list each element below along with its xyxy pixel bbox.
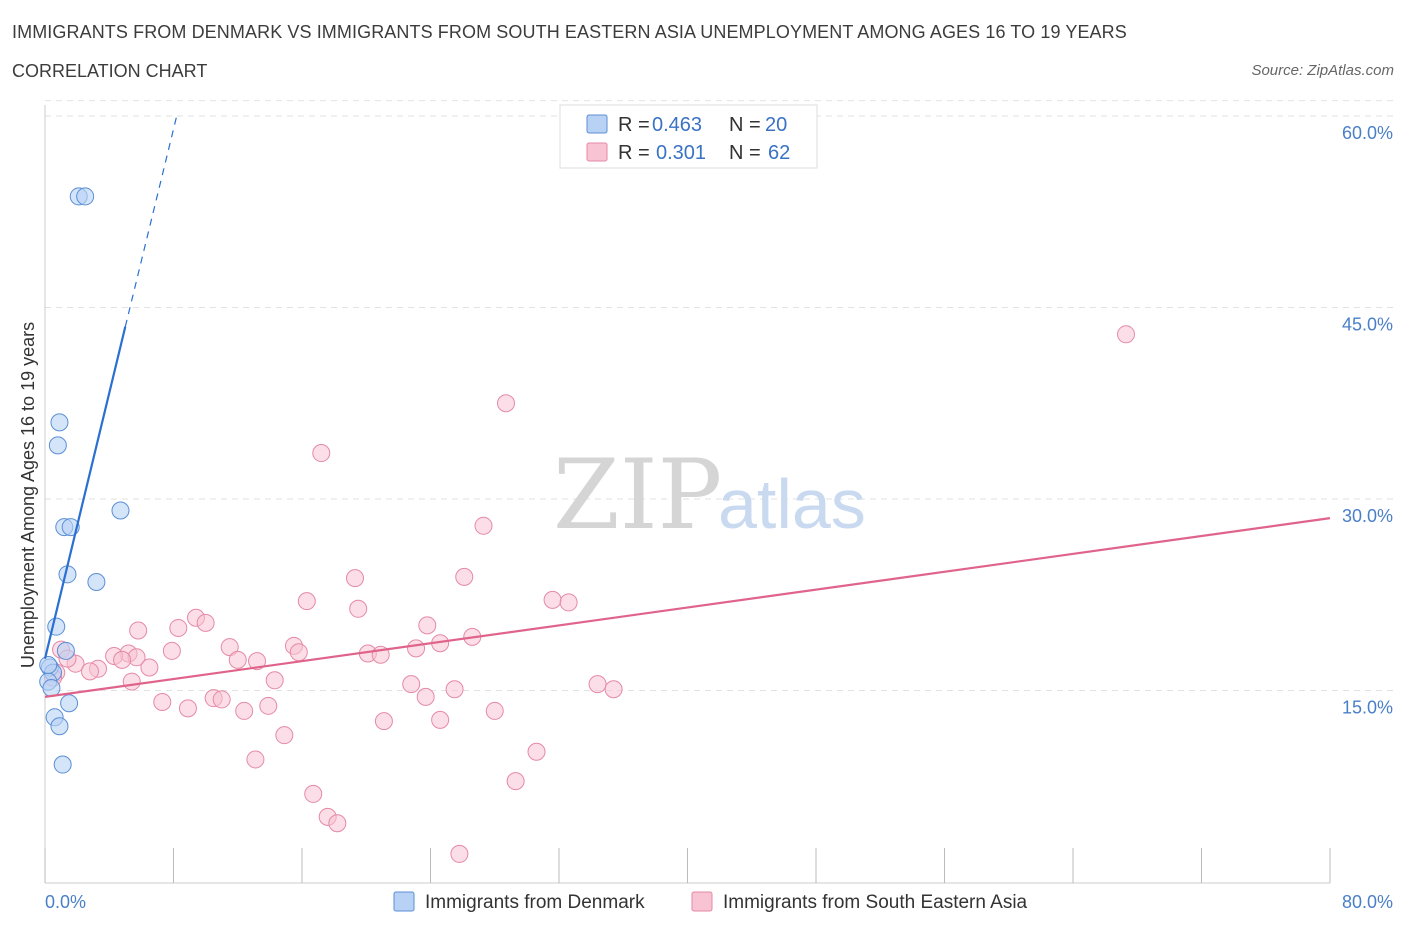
point-denmark-15: [60, 694, 79, 713]
series-denmark-points: [39, 187, 130, 774]
point-sea-56: [304, 784, 323, 803]
legend-item-denmark-label: Immigrants from Denmark: [425, 892, 645, 913]
point-sea-8: [297, 592, 316, 611]
y-tick-labels: 15.0% 30.0% 45.0% 60.0%: [1342, 123, 1393, 718]
point-sea-20: [289, 643, 308, 662]
legend-item-sea-swatch: [691, 891, 713, 912]
trend-lines: [43, 115, 1331, 698]
point-sea-58: [328, 814, 347, 833]
point-sea-46: [178, 699, 197, 718]
point-sea-40: [402, 675, 421, 694]
point-denmark-2: [50, 413, 69, 432]
point-sea-1: [496, 394, 515, 413]
point-sea-59: [450, 844, 469, 863]
legend-n-value-sea: 62: [768, 142, 790, 164]
point-sea-45: [153, 692, 172, 711]
point-denmark-1: [76, 187, 95, 206]
legend-n-label-denmark: N =: [729, 114, 761, 136]
point-sea-28: [113, 650, 132, 669]
point-sea-14: [129, 621, 148, 640]
series-legend: Immigrants from Denmark Immigrants from …: [393, 891, 1028, 913]
point-sea-38: [588, 675, 607, 694]
point-sea-29: [228, 650, 247, 669]
point-sea-4: [346, 569, 365, 588]
point-sea-42: [416, 687, 435, 706]
point-denmark-3: [48, 436, 67, 455]
x-tick-label-max: 80.0%: [1342, 892, 1393, 912]
point-sea-3: [474, 516, 493, 535]
point-denmark-19: [39, 655, 58, 674]
point-sea-37: [122, 672, 141, 691]
point-sea-30: [248, 652, 267, 671]
legend-n-label-sea: N =: [729, 142, 761, 164]
point-sea-53: [527, 742, 546, 761]
watermark: ZIP atlas: [553, 439, 866, 551]
y-tick-label-15: 15.0%: [1342, 698, 1393, 718]
watermark-zip: ZIP: [553, 439, 722, 551]
point-sea-9: [349, 599, 368, 618]
point-denmark-8: [87, 572, 106, 591]
legend-swatch-denmark: [586, 114, 608, 134]
point-sea-49: [485, 701, 504, 720]
point-sea-55: [506, 772, 525, 791]
series-south-eastern-asia-points: [44, 325, 1136, 863]
point-sea-33: [80, 662, 99, 681]
point-sea-51: [431, 710, 450, 729]
point-sea-47: [235, 701, 254, 720]
axes: [44, 105, 1331, 884]
point-sea-54: [246, 750, 265, 769]
y-tick-label-60: 60.0%: [1342, 123, 1393, 143]
trend-line-denmark: [43, 326, 127, 659]
watermark-atlas: atlas: [718, 465, 866, 543]
point-sea-6: [543, 590, 562, 609]
correlation-legend: R = 0.463 N = 20 R = 0.301 N = 62: [559, 104, 818, 169]
point-denmark-17: [50, 717, 69, 736]
point-sea-11: [196, 613, 215, 632]
legend-r-label-denmark: R =: [618, 114, 650, 136]
trend-line-denmark-extension: [124, 115, 178, 327]
legend-swatch-sea: [586, 142, 608, 162]
chart-title: IMMIGRANTS FROM DENMARK VS IMMIGRANTS FR…: [12, 22, 1127, 42]
point-sea-39: [604, 680, 623, 699]
y-axis-title: Unemployment Among Ages 16 to 19 years: [18, 322, 38, 668]
point-sea-0: [1117, 325, 1136, 344]
trend-line-sea: [44, 517, 1331, 698]
chart-subtitle: CORRELATION CHART: [12, 61, 208, 81]
point-sea-48: [259, 696, 278, 715]
point-sea-19: [162, 641, 181, 660]
point-denmark-10: [56, 641, 75, 660]
legend-r-value-sea: 0.301: [656, 142, 706, 164]
point-sea-23: [407, 639, 426, 658]
point-sea-52: [275, 726, 294, 745]
legend-r-value-denmark: 0.463: [652, 114, 702, 136]
point-sea-36: [265, 671, 284, 690]
point-sea-7: [559, 593, 578, 612]
point-sea-44: [212, 690, 231, 709]
legend-item-denmark-swatch: [393, 891, 415, 912]
y-tick-label-45: 45.0%: [1342, 315, 1393, 335]
legend-n-value-denmark: 20: [765, 114, 787, 136]
point-sea-41: [445, 680, 464, 699]
point-denmark-14: [42, 678, 61, 697]
point-denmark-4: [111, 501, 130, 520]
point-sea-12: [418, 616, 437, 635]
x-tick-labels: 0.0% 80.0%: [45, 892, 1393, 912]
point-denmark-18: [53, 755, 72, 774]
point-sea-17: [220, 638, 239, 657]
point-sea-13: [169, 618, 188, 637]
point-sea-34: [140, 658, 159, 677]
legend-r-label-sea: R =: [618, 142, 650, 164]
point-sea-2: [312, 444, 331, 463]
source-label: Source: ZipAtlas.com: [1251, 62, 1394, 79]
y-tick-label-30: 30.0%: [1342, 506, 1393, 526]
point-sea-5: [455, 567, 474, 586]
x-tick-label-min: 0.0%: [45, 892, 86, 912]
legend-item-sea-label: Immigrants from South Eastern Asia: [723, 892, 1028, 913]
point-sea-50: [374, 712, 393, 731]
